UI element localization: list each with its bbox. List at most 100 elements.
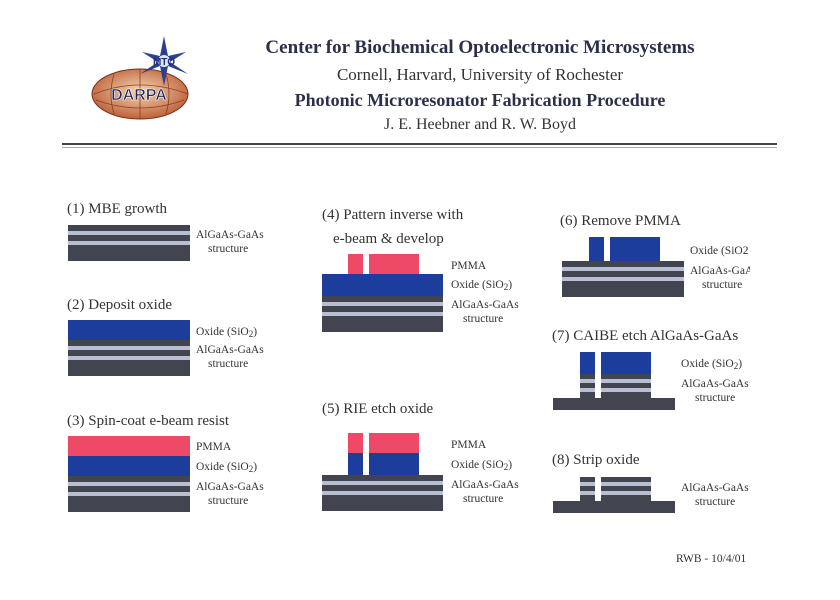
header-divider-thin	[62, 147, 777, 148]
step-5-oxide-label: Oxide (SiO2)	[451, 459, 513, 472]
step-4-pmma-label: PMMA	[451, 260, 487, 272]
oxide-pattern	[348, 453, 363, 475]
structure-label: structure	[463, 313, 504, 325]
stack-stripe	[68, 346, 190, 350]
step-5-pmma-label: PMMA	[451, 439, 487, 451]
oxide-layer	[68, 320, 190, 340]
algaas-label: AlGaAs-GaAs	[196, 481, 264, 493]
page-subtitle: Photonic Microresonator Fabrication Proc…	[294, 90, 666, 110]
logo-mto-text: MTO	[153, 57, 175, 68]
etched-stack	[601, 477, 651, 503]
step-5-label: (5) RIE etch oxide	[322, 401, 434, 417]
etched-stack	[580, 477, 595, 503]
substrate-base	[553, 501, 675, 513]
step-3-label: (3) Spin-coat e-beam resist	[67, 413, 230, 429]
substrate-base	[553, 398, 675, 410]
stack-stripe	[601, 388, 651, 392]
oxide-pattern	[610, 237, 660, 261]
stack-stripe	[322, 481, 443, 485]
pmma-pattern	[369, 254, 419, 274]
authors: J. E. Heebner and R. W. Boyd	[384, 116, 576, 133]
stack-stripe	[322, 302, 443, 306]
stack-stripe	[580, 491, 595, 495]
institutions: Cornell, Harvard, University of Rocheste…	[336, 65, 624, 84]
etched-stack	[601, 374, 651, 400]
structure-label: structure	[695, 392, 736, 404]
step-3-structure-label: AlGaAs-GaAs structure	[196, 480, 264, 508]
step-4-structure-label: AlGaAs-GaAs structure	[451, 298, 519, 326]
header-divider	[62, 143, 777, 145]
stack-stripe	[322, 312, 443, 316]
step-7-label: (7) CAIBE etch AlGaAs-GaAs	[552, 328, 739, 344]
step-7-structure-label: AlGaAs-GaAs structure	[681, 377, 753, 405]
stack-stripe	[562, 267, 684, 271]
step-6-structure-label: AlGaAs-GaA structure	[690, 264, 750, 292]
algaas-label: AlGaAs-GaAs	[196, 229, 264, 241]
step-2-diagram	[68, 320, 190, 376]
step-6-label: (6) Remove PMMA	[560, 213, 681, 229]
pmma-pattern	[369, 433, 419, 453]
darpa-mto-logo: MTO DARPA	[84, 34, 204, 124]
pmma-pattern	[348, 433, 363, 453]
step-4-oxide-label: Oxide (SiO2)	[451, 279, 513, 292]
step-7-diagram	[553, 352, 675, 410]
structure-label: structure	[208, 495, 249, 507]
step-1-structure-label: AlGaAs-GaAs structure	[196, 228, 264, 256]
step-2-oxide-label: Oxide (SiO2)	[196, 326, 258, 339]
step-1-label: (1) MBE growth	[67, 201, 167, 217]
oxide-pattern	[589, 237, 604, 261]
stack-stripe	[68, 482, 190, 486]
step-6-oxide-label: Oxide (SiO2	[690, 245, 749, 257]
stack-stripe	[601, 482, 651, 486]
step-5-diagram	[322, 433, 443, 511]
stack-stripe	[68, 492, 190, 496]
algaas-label: AlGaAs-GaAs	[681, 378, 749, 390]
stack-stripe	[580, 379, 595, 383]
logo-darpa-text: DARPA	[111, 87, 167, 104]
step-4-diagram	[322, 254, 443, 332]
stack-stripe	[580, 482, 595, 486]
step-6-diagram	[562, 237, 684, 297]
pmma-pattern	[348, 254, 363, 274]
structure-label: structure	[695, 496, 736, 508]
stack-stripe	[601, 379, 651, 383]
structure-label: structure	[208, 358, 249, 370]
structure-label: structure	[208, 243, 249, 255]
step-3-pmma-label: PMMA	[196, 441, 232, 453]
stack-stripe	[580, 388, 595, 392]
step-7-oxide-label: Oxide (SiO2)	[681, 358, 743, 371]
step-8-diagram	[553, 477, 675, 513]
algaas-label: AlGaAs-GaAs	[681, 482, 749, 494]
stack-stripe	[68, 356, 190, 360]
step-4-label: (4) Pattern inverse with	[322, 207, 464, 223]
step-8-label: (8) Strip oxide	[552, 452, 640, 468]
step-1-diagram	[68, 225, 190, 261]
algaas-label: AlGaAs-GaA	[690, 265, 750, 277]
stack-stripe	[562, 277, 684, 281]
stack-stripe	[68, 231, 190, 235]
algaas-label: AlGaAs-GaAs	[451, 479, 519, 491]
step-8-structure-label: AlGaAs-GaAs structure	[681, 481, 753, 509]
step-4-label-line2: e-beam & develop	[333, 231, 444, 247]
oxide-layer	[68, 456, 190, 476]
step-2-structure-label: AlGaAs-GaAs structure	[196, 343, 264, 371]
oxide-pattern	[601, 352, 651, 374]
algaas-label: AlGaAs-GaAs	[451, 299, 519, 311]
step-3-diagram	[68, 436, 190, 512]
stack-stripe	[601, 491, 651, 495]
pmma-layer	[68, 436, 190, 456]
structure-label: structure	[702, 279, 743, 291]
step-5-structure-label: AlGaAs-GaAs structure	[451, 478, 519, 506]
oxide-layer	[322, 274, 443, 296]
algaas-label: AlGaAs-GaAs	[196, 344, 264, 356]
credit-date: RWB - 10/4/01	[676, 553, 747, 565]
stack-stripe	[68, 241, 190, 245]
oxide-pattern	[580, 352, 595, 374]
step-3-oxide-label: Oxide (SiO2)	[196, 461, 258, 474]
etched-stack	[580, 374, 595, 400]
page-title: Center for Biochemical Optoelectronic Mi…	[265, 37, 695, 58]
step-2-label: (2) Deposit oxide	[67, 297, 172, 313]
stack-stripe	[322, 491, 443, 495]
oxide-pattern	[369, 453, 419, 475]
structure-label: structure	[463, 493, 504, 505]
